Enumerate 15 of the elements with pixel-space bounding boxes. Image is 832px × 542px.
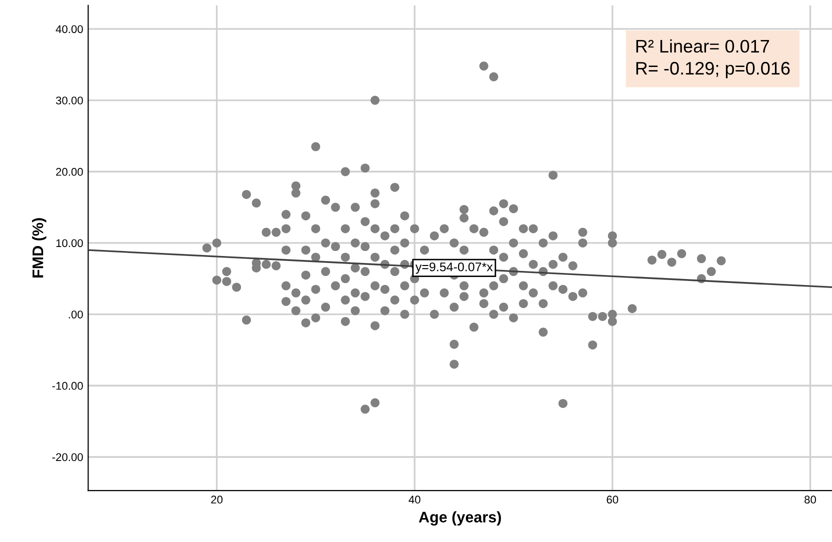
annotation: y=9.54-0.07*x <box>415 262 493 274</box>
y-tick-label: 30.00 <box>56 96 83 104</box>
y-tick-label: -20.00 <box>52 453 83 462</box>
x-tick-label: 20 <box>211 496 223 504</box>
y-tick-label: 10.00 <box>56 239 83 248</box>
x-tick-label: 80 <box>804 496 816 504</box>
annotation: R² Linear= 0.017 R= -0.129; p=0.016 <box>636 39 790 78</box>
x-tick-label: 60 <box>606 496 618 504</box>
y-tick-label: -10.00 <box>52 382 83 390</box>
x-axis-title: Age (years) <box>418 511 501 526</box>
y-tick-label: 20.00 <box>56 168 83 176</box>
x-tick-label: 40 <box>408 496 420 504</box>
y-tick-label: .00 <box>68 310 83 318</box>
y-axis-title: FMD (%) <box>32 218 46 278</box>
y-tick-label: 40.00 <box>56 25 83 34</box>
